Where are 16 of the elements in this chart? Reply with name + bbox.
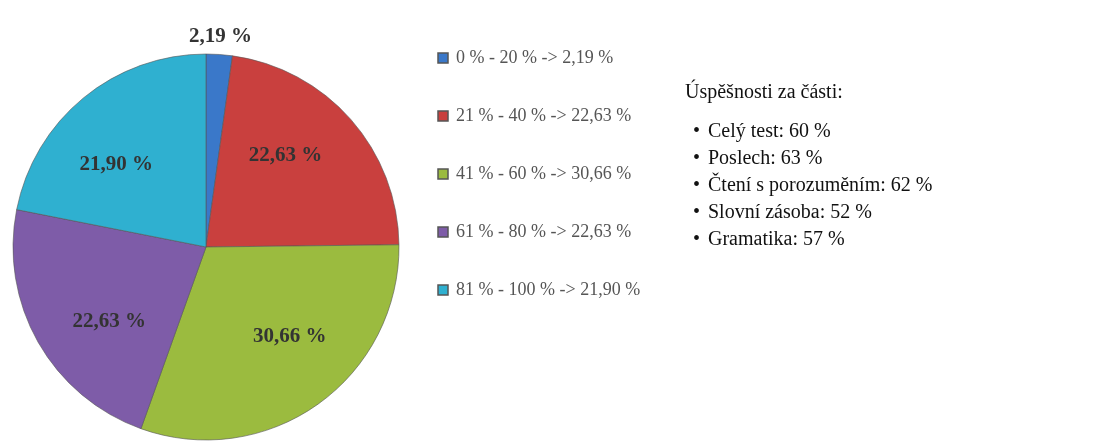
text: • Gramatika: 57 % — [693, 226, 846, 251]
legend-label: 21 % - 40 % -> 22,63 % — [456, 105, 632, 125]
text: • Celý test: 60 % — [693, 118, 832, 144]
data-label: 30,66 % — [253, 322, 327, 347]
text: • Poslech: 63 % — [693, 145, 824, 170]
legend-label: 0 % - 20 % -> 2,19 % — [456, 47, 614, 67]
legend-label: 41 % - 60 % -> 30,66 % — [456, 163, 632, 183]
data-label: 22,63 % — [72, 308, 146, 333]
text: • Slovní zásoba: 52 % — [693, 199, 873, 224]
data-label: 21,90 % — [79, 151, 154, 176]
legend-label: 61 % - 80 % -> 22,63 % — [456, 221, 632, 241]
legend-label: 81 % - 100 % -> 21,90 % — [456, 279, 641, 299]
data-label: 22,63 % — [248, 141, 323, 166]
text: • Čtení s porozuměním: 62 % — [693, 171, 933, 198]
data-label: 2,19 % — [189, 22, 253, 47]
text: Úspěšnosti za části: — [685, 80, 844, 103]
